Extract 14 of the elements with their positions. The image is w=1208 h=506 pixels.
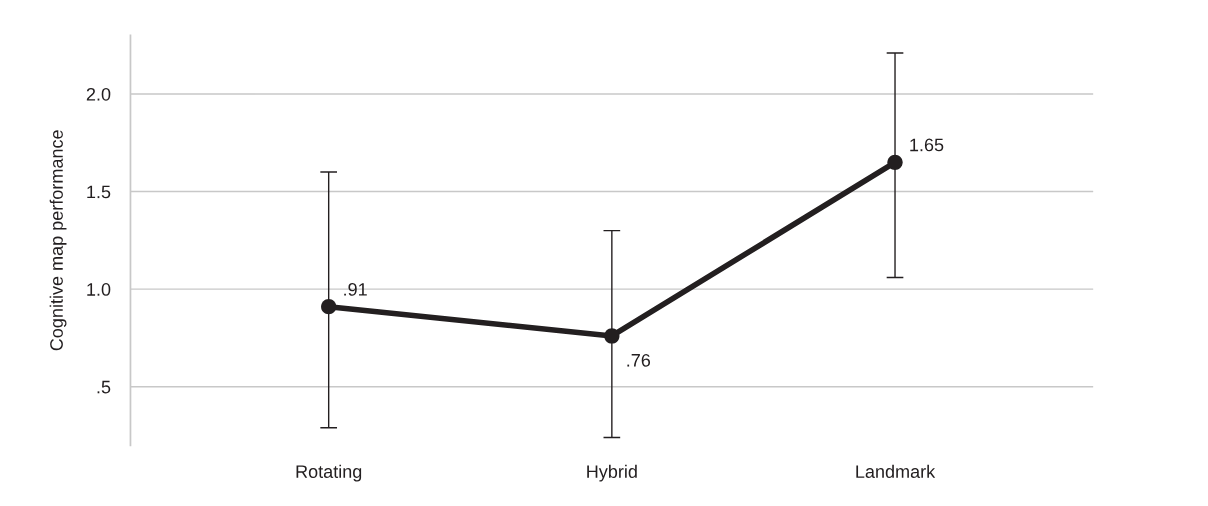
data-label: .76: [627, 353, 651, 367]
x-tick-label: Rotating: [296, 464, 362, 482]
point: [604, 328, 620, 344]
x-tick-label: Landmark: [856, 464, 936, 478]
point: [321, 299, 337, 315]
point: [887, 154, 903, 170]
x-tick-label: Hybrid: [587, 464, 637, 482]
y-tick-label: 1.0: [87, 283, 111, 296]
y-tick-label: 1.5: [87, 185, 111, 199]
y-axis-title: Cognitive map performance: [49, 130, 67, 351]
y-tick-label: .5: [97, 380, 111, 394]
data-label: .91: [344, 282, 367, 296]
y-tick-label: 2.0: [86, 87, 111, 101]
data-label: 1.65: [910, 138, 944, 152]
